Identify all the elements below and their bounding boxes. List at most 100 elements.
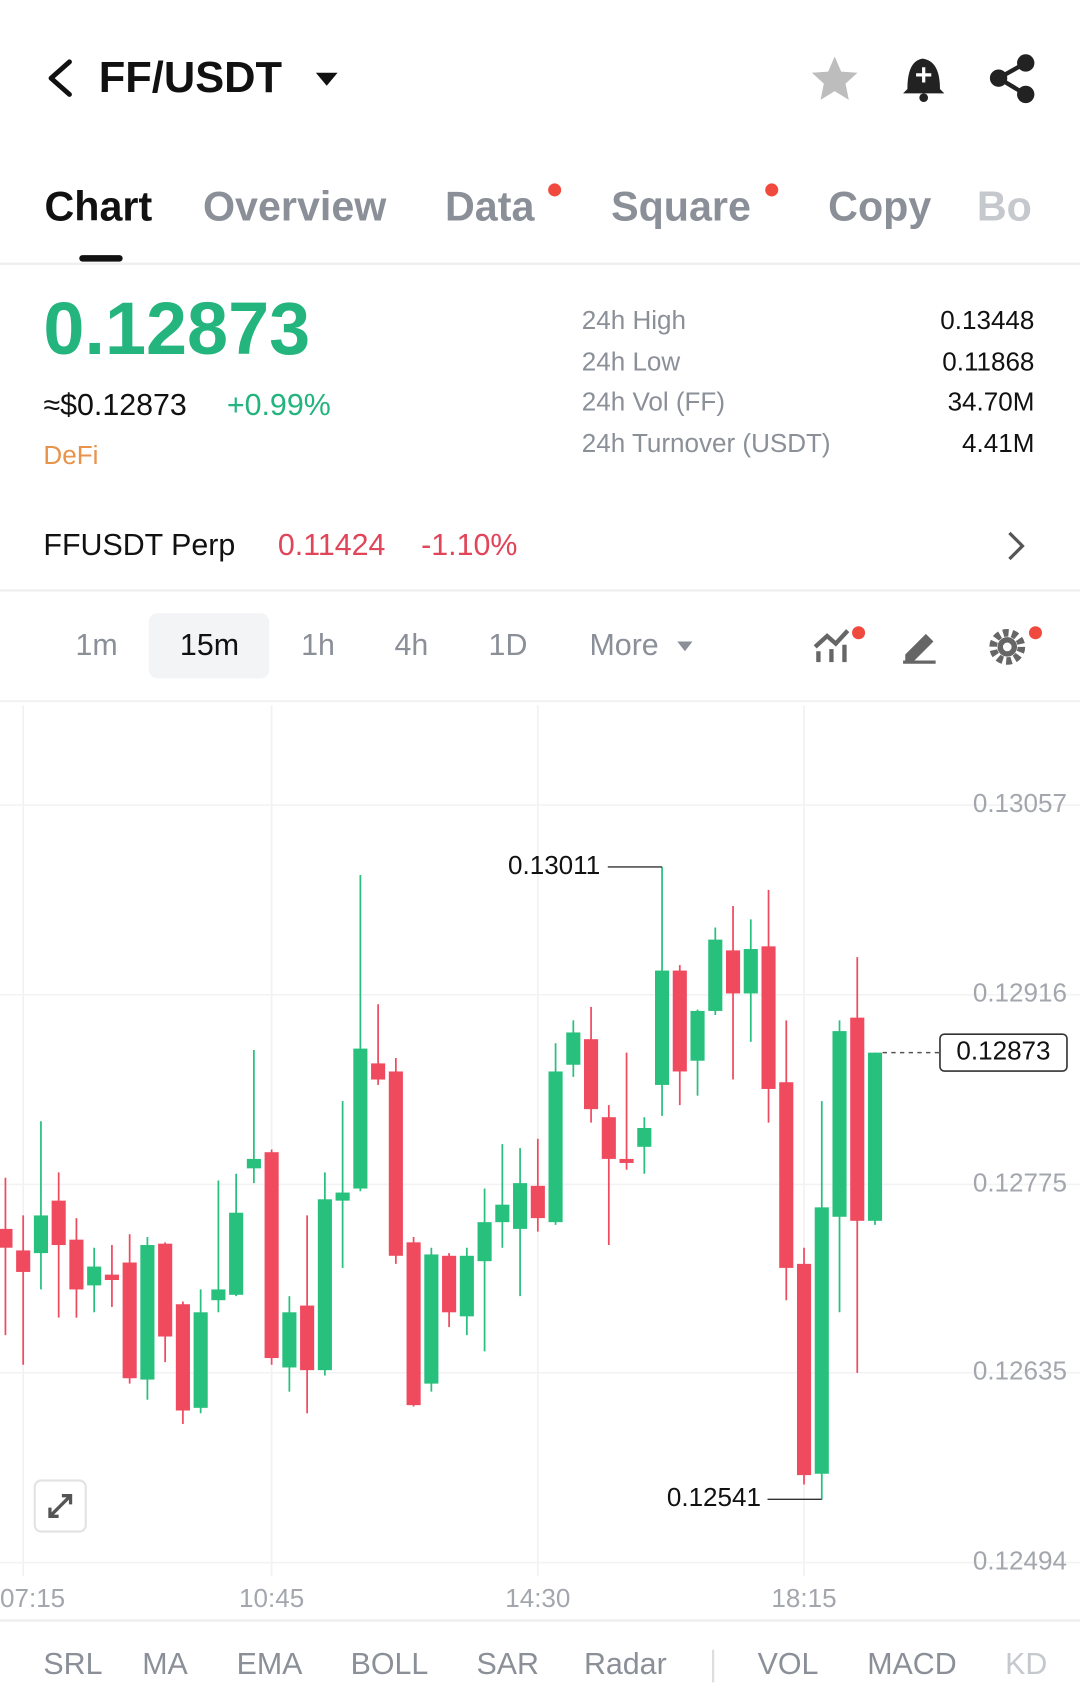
notification-dot (1028, 626, 1042, 640)
x-tick-label: 18:15 (771, 1583, 836, 1613)
candle-body (619, 1158, 634, 1163)
candle-body (566, 1032, 581, 1065)
indicator-tab[interactable]: MACD (867, 1647, 956, 1681)
stat-label: 24h Low (582, 346, 681, 376)
candle-body (317, 1199, 332, 1371)
candle-body (867, 1052, 883, 1221)
y-tick-label: 0.12775 (973, 1167, 1067, 1197)
candle-body (725, 950, 741, 994)
x-tick-label: 10:45 (239, 1583, 304, 1613)
candle-body (140, 1245, 155, 1380)
candle-body (796, 1263, 812, 1476)
indicator-tab[interactable]: KD (1005, 1647, 1047, 1681)
candle-body (761, 946, 776, 1089)
candle-body (69, 1239, 84, 1290)
alert-icon[interactable] (903, 58, 945, 103)
indicator-tab[interactable]: SRL (43, 1647, 102, 1681)
interval[interactable]: 4h (394, 628, 428, 662)
stat-label: 24h Vol (FF) (582, 387, 725, 417)
max-label: 0.13011 (508, 850, 600, 880)
candle-body (654, 970, 670, 1085)
interval[interactable]: More (590, 628, 659, 662)
stat-value: 4.41M (962, 428, 1034, 458)
interval[interactable]: 15m (180, 628, 239, 662)
indicator-tab[interactable]: MA (142, 1647, 188, 1681)
min-label: 0.12541 (667, 1482, 761, 1512)
indicator-tab[interactable]: Radar (584, 1647, 667, 1681)
tab[interactable]: Chart (45, 183, 153, 229)
more-dropdown[interactable] (677, 641, 693, 652)
candle-body (87, 1266, 102, 1286)
perp-row[interactable]: FFUSDT Perp 0.11424 -1.10% (43, 528, 1025, 562)
tab[interactable]: Square (611, 183, 751, 229)
stat-value: 0.11868 (942, 346, 1034, 376)
candle-body (584, 1039, 599, 1110)
stat-value: 0.13448 (940, 305, 1034, 335)
indicator-tab[interactable]: VOL (758, 1647, 819, 1681)
chevron (1008, 531, 1025, 561)
tab[interactable]: Copy (828, 183, 931, 229)
perp-change: -1.10% (421, 528, 517, 562)
tab-indicator (79, 255, 123, 262)
candlestick-chart: 07:15 10:45 14:30 18:15 0.13057 0.12916 0.1277… (0, 705, 1080, 1613)
share-icon[interactable] (989, 54, 1035, 104)
candle-body (779, 1082, 794, 1268)
candle-body (33, 1215, 48, 1254)
candle-body (282, 1312, 297, 1368)
indicator-tab[interactable]: EMA (237, 1647, 304, 1681)
perp-price: 0.11424 (278, 528, 386, 562)
interval[interactable]: 1h (301, 628, 335, 662)
y-tick-label: 0.13057 (973, 788, 1067, 818)
candle-body (513, 1183, 528, 1229)
candle-body (850, 1017, 865, 1221)
candle-body (548, 1071, 563, 1223)
candle-body (335, 1192, 350, 1201)
tab[interactable]: Data (445, 183, 535, 229)
indicator-tab[interactable]: SAR (477, 1647, 539, 1681)
candle-body (211, 1289, 226, 1301)
candle-body (743, 949, 758, 994)
candle-body (104, 1274, 119, 1281)
interval[interactable]: 1m (76, 628, 118, 662)
tab[interactable]: Overview (203, 183, 387, 229)
y-tick-label: 0.12916 (973, 978, 1067, 1008)
category-tag: DeFi (43, 440, 98, 470)
last-price: 0.12873 (43, 287, 310, 370)
candle-body (229, 1212, 244, 1295)
candle-body (371, 1063, 386, 1080)
draw-icon[interactable] (903, 633, 936, 664)
candle-body (814, 1207, 829, 1474)
tab[interactable]: Bo (977, 183, 1032, 229)
indicator-icon[interactable] (813, 629, 850, 663)
x-tick-label: 14:30 (505, 1583, 570, 1613)
candle-body (495, 1204, 510, 1223)
candle-body (530, 1185, 545, 1219)
candle-body (672, 970, 687, 1072)
settings-icon[interactable] (989, 628, 1026, 665)
candle-body (0, 1228, 13, 1248)
candle-body (388, 1071, 403, 1256)
candle-body (637, 1127, 652, 1147)
perp-name: FFUSDT Perp (43, 528, 235, 562)
candle-body (193, 1312, 208, 1408)
current-price-box (939, 1033, 1068, 1072)
candle-body (51, 1200, 66, 1246)
pair-dropdown[interactable] (315, 72, 338, 86)
stat-label: 24h Turnover (USDT) (582, 428, 831, 458)
back-button[interactable] (48, 59, 72, 97)
pair-title[interactable]: FF/USDT (99, 54, 283, 102)
candle-body (477, 1222, 492, 1262)
y-tick-label: 0.12635 (973, 1356, 1067, 1386)
notification-dot (852, 626, 866, 640)
candle-body (832, 1031, 847, 1217)
expand-button[interactable] (33, 1479, 87, 1533)
candle-body (300, 1305, 315, 1371)
interval[interactable]: 1D (489, 628, 528, 662)
indicator-tab[interactable]: BOLL (351, 1647, 429, 1681)
favorite-icon[interactable] (811, 56, 858, 100)
candle-body (708, 939, 723, 1011)
candle-body (459, 1255, 474, 1317)
candle-body (601, 1117, 616, 1159)
